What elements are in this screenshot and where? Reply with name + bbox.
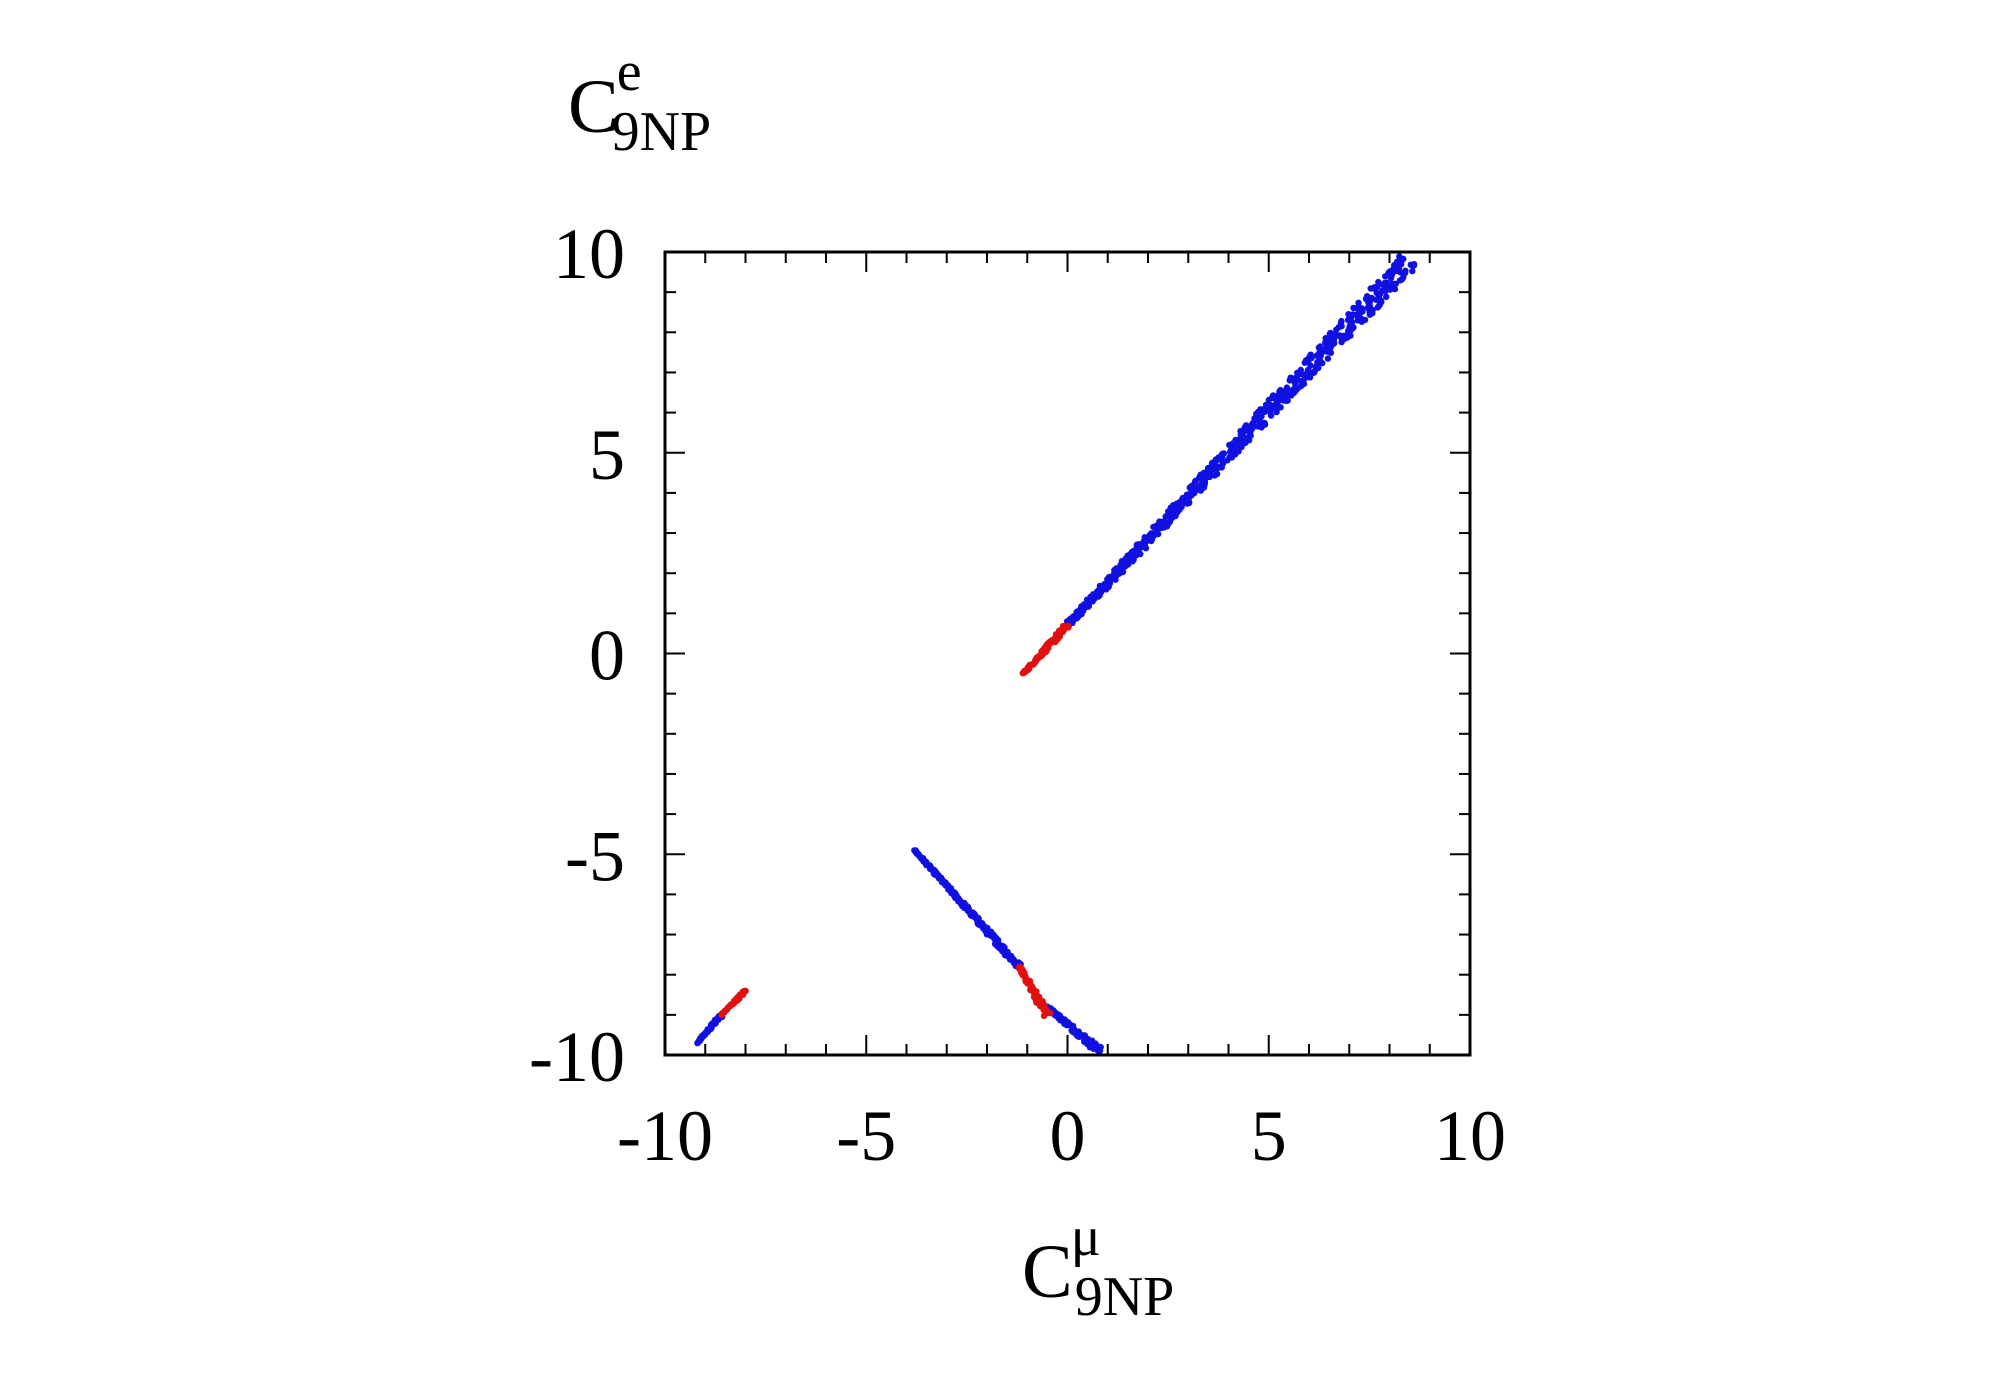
data-point-blue	[1096, 1047, 1104, 1054]
y-tick-label: -10	[529, 1017, 625, 1097]
y-tick-label: 0	[589, 616, 625, 696]
data-point-blue	[1220, 450, 1228, 457]
data-point-blue	[1327, 329, 1334, 337]
y-axis-title-base: C	[568, 65, 619, 149]
y-axis-title-sub: 9NP	[612, 101, 712, 163]
y-tick-labels: -10 -5 0 5 10	[529, 214, 625, 1097]
x-tick-label: -5	[836, 1096, 896, 1176]
data-point-blue	[1400, 255, 1407, 263]
data-point-blue	[1277, 404, 1284, 411]
data-point-blue	[1212, 467, 1220, 474]
data-point-blue	[1347, 332, 1354, 339]
data-point-blue	[1297, 366, 1305, 374]
y-axis-title: Ce 9NP	[568, 41, 711, 163]
data-point-blue	[1375, 278, 1382, 286]
x-axis-title: Cμ 9NP	[1022, 1206, 1174, 1328]
data-point-blue	[1410, 261, 1418, 268]
x-axis-title-sub: 9NP	[1075, 1266, 1175, 1328]
data-point-blue	[1355, 299, 1362, 306]
data-point-red	[1064, 622, 1072, 630]
x-axis-title-sup: μ	[1071, 1206, 1101, 1268]
data-point-blue	[1409, 267, 1416, 275]
data-point-blue	[1387, 286, 1394, 293]
plot-frame	[663, 250, 1472, 1057]
x-tick-labels: -10 -5 0 5 10	[617, 1096, 1506, 1176]
data-point-blue	[1402, 267, 1409, 274]
x-axis-title-base: C	[1022, 1230, 1073, 1314]
data-points	[694, 253, 1418, 1055]
data-point-red	[742, 987, 749, 995]
data-point-blue	[1284, 397, 1291, 404]
x-tick-label: 0	[1050, 1096, 1086, 1176]
data-point-red	[1040, 1012, 1048, 1019]
data-point-red	[1047, 1009, 1054, 1017]
y-tick-label: -5	[565, 816, 625, 896]
y-axis-title-sup: e	[617, 41, 642, 103]
x-tick-label: 5	[1251, 1096, 1287, 1176]
y-tick-label: 5	[589, 415, 625, 495]
x-tick-label: 10	[1434, 1096, 1506, 1176]
data-point-blue	[1324, 355, 1332, 362]
x-tick-label: -10	[617, 1096, 713, 1176]
data-point-blue	[1383, 293, 1390, 300]
data-point-blue	[1261, 419, 1268, 427]
data-point-blue	[1267, 401, 1274, 409]
data-point-blue	[1338, 317, 1345, 325]
data-point-blue	[1283, 384, 1291, 391]
data-point-blue	[1317, 343, 1324, 350]
y-tick-label: 10	[553, 214, 625, 294]
axis-ticks	[664, 251, 1471, 1056]
data-point-blue	[1307, 351, 1314, 358]
data-point-blue	[1361, 316, 1369, 324]
data-point-blue	[1358, 305, 1366, 312]
data-point-blue	[1391, 285, 1399, 293]
